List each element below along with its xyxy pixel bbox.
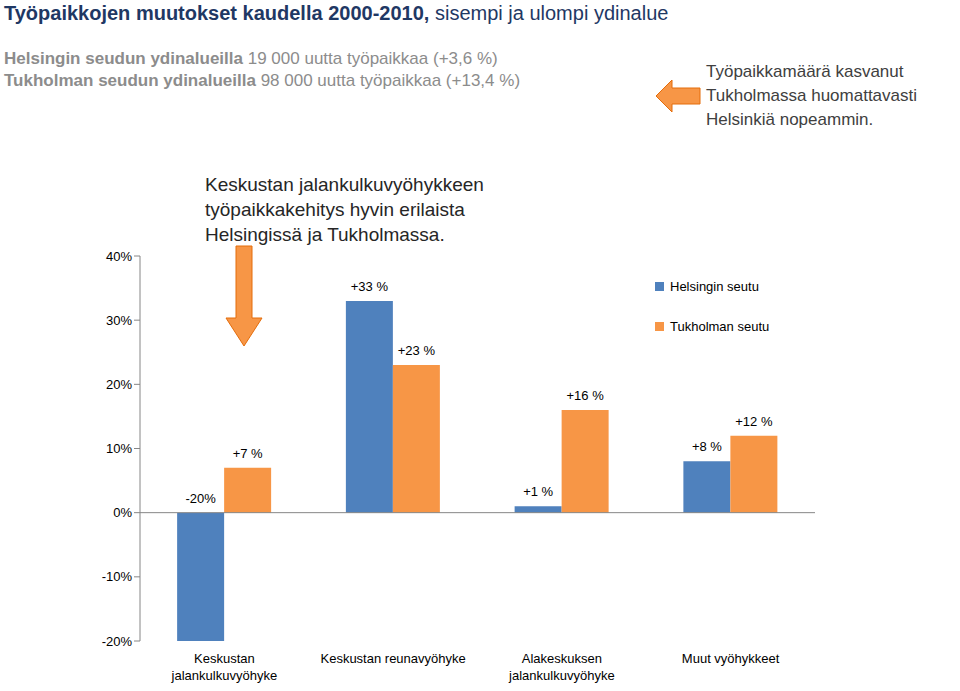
- svg-text:Alakeskuksenjalankulkuvyöhyke: Alakeskuksenjalankulkuvyöhyke: [508, 651, 615, 683]
- html-text:Tukholman seutu: Tukholman seutu: [670, 318, 770, 334]
- svg-text:10%: 10%: [106, 441, 132, 456]
- html-text:Työpaikkamäärä kasvanut Tukhol: Työpaikkamäärä kasvanut Tukholmassa huom…: [706, 62, 917, 129]
- svg-text:+16 %: +16 %: [567, 388, 605, 403]
- svg-text:40%: 40%: [106, 249, 132, 264]
- svg-text:-10%: -10%: [102, 569, 133, 584]
- svg-text:0%: 0%: [113, 505, 132, 520]
- svg-text:+8 %: +8 %: [692, 439, 722, 454]
- html-text:Helsingin seudun ydinalueilla: Helsingin seudun ydinalueilla 19 000 uut…: [4, 49, 498, 68]
- svg-text:-20%: -20%: [185, 491, 216, 506]
- svg-text:+33 %: +33 %: [351, 279, 389, 294]
- svg-text:-20%: -20%: [102, 634, 133, 649]
- svg-text:30%: 30%: [106, 313, 132, 328]
- svg-text:Muut vyöhykkeet: Muut vyöhykkeet: [682, 651, 780, 666]
- html-text:Tukholman seudun ydinalueilla: Tukholman seudun ydinalueilla 98 000 uut…: [4, 71, 521, 90]
- svg-text:Keskustan reunavyöhyke: Keskustan reunavyöhyke: [320, 651, 465, 666]
- svg-text:20%: 20%: [106, 377, 132, 392]
- svg-text:+1 %: +1 %: [523, 484, 553, 499]
- html-text:Keskustan jalankulkuvyöhykkeen: Keskustan jalankulkuvyöhykkeen työpaikka…: [205, 174, 484, 245]
- svg-text:Keskustanjalankulkuvyöhyke: Keskustanjalankulkuvyöhyke: [171, 651, 278, 683]
- svg-text:+23 %: +23 %: [398, 343, 436, 358]
- html-text:Työpaikkojen muutokset kaudell: Työpaikkojen muutokset kaudella 2000-201…: [4, 2, 669, 24]
- svg-text:+12 %: +12 %: [735, 414, 773, 429]
- svg-text:+7 %: +7 %: [233, 446, 263, 461]
- html-text:Helsingin seutu: Helsingin seutu: [670, 278, 759, 294]
